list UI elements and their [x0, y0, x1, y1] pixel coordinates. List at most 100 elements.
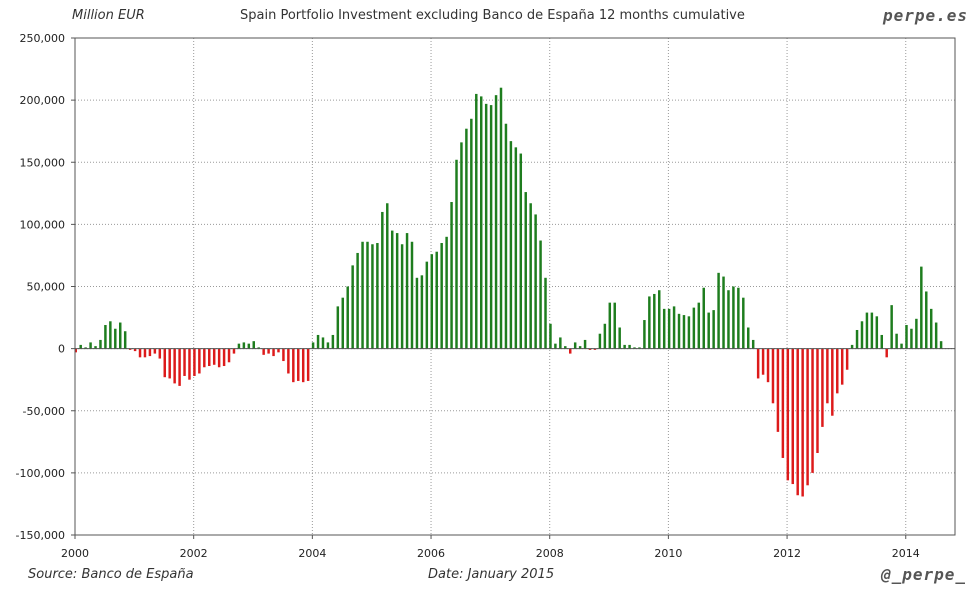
bar	[791, 348, 794, 485]
bar	[301, 348, 305, 383]
bar	[658, 290, 661, 349]
bar	[104, 325, 107, 349]
bar	[465, 128, 468, 349]
y-tick-label: 50,000	[27, 281, 66, 294]
bar	[618, 327, 621, 349]
y-axis-units-label: Million EUR	[72, 8, 145, 23]
bar	[109, 321, 112, 349]
bar	[282, 348, 285, 362]
bar	[400, 244, 404, 349]
bar	[336, 306, 340, 349]
bar	[460, 142, 463, 349]
bar	[568, 348, 572, 354]
y-axis: -150,000 -100,000 -50,000 0 50,000 100,000 150…	[16, 32, 75, 542]
bar	[682, 315, 686, 349]
bar	[653, 293, 656, 349]
bar	[781, 348, 785, 458]
bar	[470, 118, 473, 349]
bar	[326, 342, 330, 349]
bar	[386, 203, 389, 349]
bar	[306, 348, 310, 381]
bar	[208, 348, 211, 367]
bar	[712, 310, 715, 349]
bar	[766, 348, 770, 383]
bar	[890, 305, 893, 349]
bar-series	[74, 87, 943, 497]
bar	[489, 105, 493, 349]
bar	[514, 147, 518, 349]
bar	[99, 339, 102, 349]
bar	[198, 348, 201, 374]
bar	[687, 316, 691, 349]
bar	[539, 240, 542, 349]
bar	[826, 348, 829, 404]
bar	[845, 348, 849, 370]
bar	[811, 348, 814, 473]
bar	[925, 291, 928, 349]
bar	[677, 313, 681, 349]
y-tick-label: 200,000	[20, 94, 66, 107]
bar	[910, 328, 913, 349]
bar	[153, 348, 157, 354]
bar	[267, 348, 270, 354]
x-tick-label: 2014	[892, 547, 920, 560]
bar	[559, 337, 562, 349]
bar	[222, 348, 226, 367]
date-note: Date: January 2015	[428, 567, 555, 582]
x-tick-label: 2002	[180, 547, 208, 560]
bar	[929, 308, 933, 349]
x-axis: 2000 2002 2004 2006 2008 2010 2012 2014	[61, 535, 920, 560]
bar	[390, 230, 394, 349]
bar	[672, 306, 676, 349]
bar	[905, 325, 908, 349]
bar	[895, 333, 898, 349]
bar	[662, 308, 666, 349]
author-handle: @_perpe_	[880, 565, 966, 584]
source-note: Source: Banco de España	[28, 567, 194, 582]
bar	[79, 344, 82, 349]
bar	[479, 96, 483, 349]
bar	[786, 348, 790, 481]
bar	[415, 277, 419, 349]
bar	[445, 236, 448, 349]
chart-title: Spain Portfolio Investment excluding Ban…	[240, 8, 745, 23]
bar	[821, 348, 824, 427]
bar	[143, 348, 147, 358]
bar	[376, 243, 379, 349]
bar	[346, 286, 349, 349]
bar	[311, 342, 315, 349]
bar	[425, 261, 429, 349]
bar	[628, 344, 631, 349]
bar	[148, 348, 152, 357]
x-tick-label: 2010	[654, 547, 682, 560]
bar	[128, 348, 132, 350]
bar	[806, 348, 809, 486]
bar	[855, 329, 859, 349]
bar	[732, 286, 735, 349]
x-tick-label: 2006	[417, 547, 445, 560]
bar	[74, 348, 77, 353]
bar	[831, 348, 834, 416]
bar	[742, 297, 745, 349]
bar	[920, 266, 923, 349]
bar	[519, 153, 523, 349]
bar	[623, 344, 626, 349]
bar	[939, 341, 943, 349]
bar	[593, 348, 597, 350]
bar	[865, 312, 869, 349]
bar	[188, 348, 191, 380]
bar	[648, 296, 651, 349]
bar	[504, 123, 508, 349]
bar	[455, 159, 458, 349]
bar	[84, 347, 87, 349]
bar	[603, 323, 607, 349]
y-tick-label: 100,000	[20, 218, 66, 231]
x-tick-label: 2004	[298, 547, 326, 560]
bar	[702, 287, 705, 349]
bar	[737, 287, 740, 349]
bar	[499, 87, 503, 349]
bar	[341, 297, 345, 349]
bar	[138, 348, 142, 358]
bar	[351, 265, 354, 349]
